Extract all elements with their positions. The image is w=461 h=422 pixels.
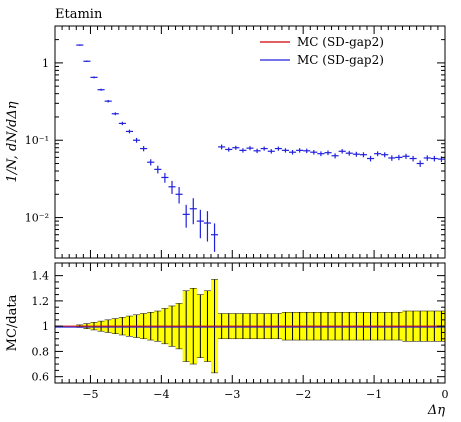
ratio-data-layer bbox=[55, 279, 445, 374]
main-frame bbox=[54, 25, 446, 259]
x-tick-label: 0 bbox=[442, 388, 449, 401]
x-tick-label: −4 bbox=[153, 388, 169, 401]
main-panel: 1 10⁻¹ 10⁻² 1/N, dN/dΔη MC (SD-gap2) MC (S… bbox=[5, 25, 446, 259]
y-tick-label: 0.6 bbox=[32, 371, 50, 384]
x-tick-label: −1 bbox=[366, 388, 382, 401]
main-y-axis: 1 10⁻¹ 10⁻² bbox=[25, 25, 445, 259]
y-tick-label: 1.2 bbox=[32, 295, 50, 308]
y-tick-label: 10⁻¹ bbox=[25, 134, 49, 147]
x-tick-label: −3 bbox=[224, 388, 240, 401]
main-data-layer bbox=[76, 44, 445, 252]
main-y-axis-label: 1/N, dN/dΔη bbox=[5, 101, 20, 182]
x-tick-label: −2 bbox=[295, 388, 311, 401]
y-tick-label: 1.4 bbox=[32, 270, 50, 283]
ratio-panel: 0.6 0.8 1 1.2 1.4 −5 −4 −3 −2 −1 0 MC/data Δη bbox=[5, 262, 449, 418]
x-tick-label: −5 bbox=[82, 388, 98, 401]
legend-entry-mc: MC (SD-gap2) bbox=[297, 53, 384, 67]
chart-title: Etamin bbox=[55, 7, 103, 22]
legend: MC (SD-gap2) MC (SD-gap2) bbox=[260, 35, 384, 67]
y-tick-label: 1 bbox=[42, 320, 49, 333]
y-tick-label: 0.8 bbox=[32, 345, 50, 358]
main-x-ticks bbox=[54, 26, 446, 258]
ratio-x-axis: −5 −4 −3 −2 −1 0 bbox=[54, 263, 449, 401]
y-tick-label: 1 bbox=[42, 57, 49, 70]
y-tick-label: 10⁻² bbox=[25, 212, 49, 225]
legend-entry-ref: MC (SD-gap2) bbox=[297, 35, 384, 49]
ratio-y-axis-label: MC/data bbox=[5, 294, 20, 351]
ratio-y-axis: 0.6 0.8 1 1.2 1.4 bbox=[32, 270, 445, 384]
ratio-frame bbox=[54, 262, 446, 384]
x-axis-label: Δη bbox=[427, 403, 445, 418]
